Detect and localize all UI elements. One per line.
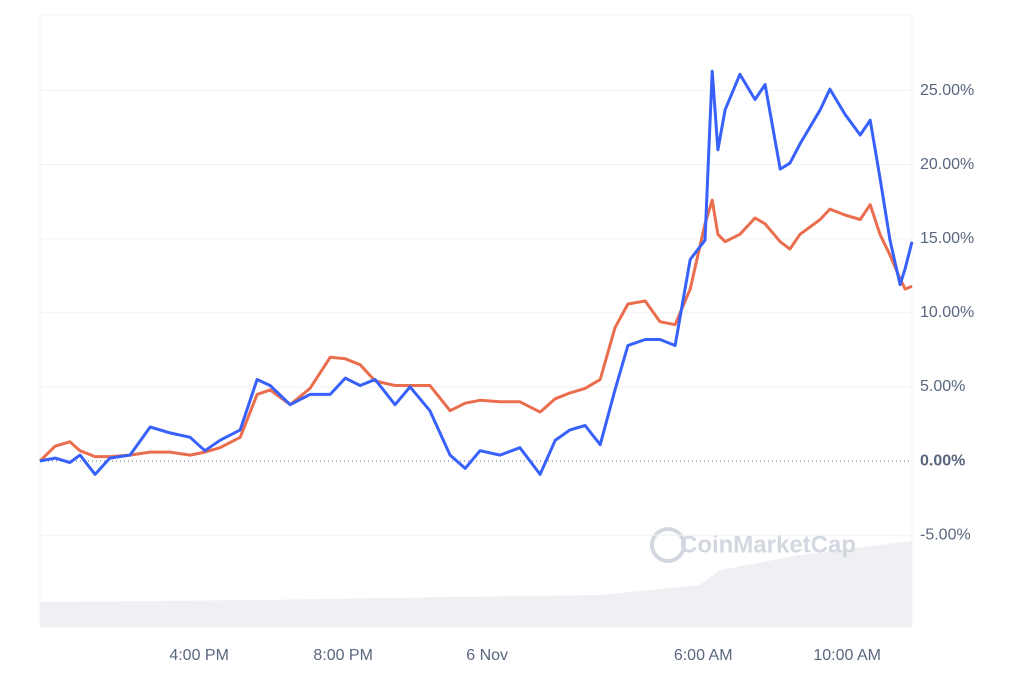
y-tick-label: 5.00% (920, 378, 965, 395)
y-tick-label: -5.00% (920, 526, 971, 543)
x-tick-label: 6:00 AM (674, 647, 733, 664)
x-tick-label: 8:00 PM (313, 647, 373, 664)
plot-frame (39, 14, 913, 628)
y-tick-label: 15.00% (920, 230, 974, 247)
y-tick-label: 10.00% (920, 304, 974, 321)
x-tick-label: 10:00 AM (813, 647, 881, 664)
watermark: CoinMarketCap (680, 531, 856, 558)
y-tick-label: 25.00% (920, 82, 974, 99)
volume-area (40, 541, 912, 627)
y-tick-label: 0.00% (920, 452, 965, 469)
line-series (39, 69, 914, 476)
y-tick-label: 20.00% (920, 156, 974, 173)
x-tick-label: 4:00 PM (169, 647, 229, 664)
watermark-logo (650, 527, 686, 563)
x-tick-label: 6 Nov (466, 647, 508, 664)
line-series (38, 198, 913, 463)
